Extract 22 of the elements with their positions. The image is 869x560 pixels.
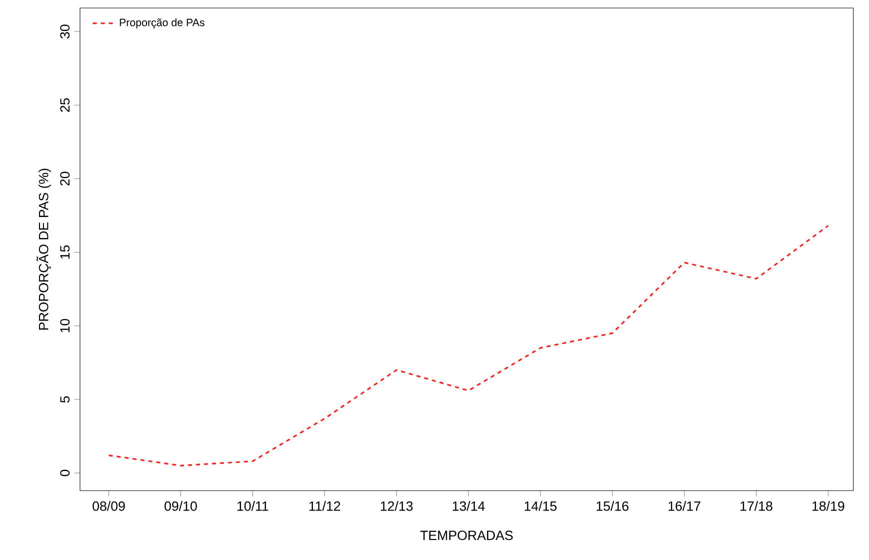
x-tick-label: 13/14 xyxy=(452,501,485,511)
line-series xyxy=(108,224,829,466)
x-tick-label: 17/18 xyxy=(740,501,772,511)
x-axis-title: TEMPORADAS xyxy=(420,530,513,540)
y-tick-label: 20 xyxy=(60,172,70,186)
y-tick-label: 25 xyxy=(60,98,70,112)
x-tick-label: 18/19 xyxy=(812,501,844,511)
x-tick-label: 08/09 xyxy=(92,501,125,511)
x-tick-label: 12/13 xyxy=(380,501,413,511)
x-tick-label: 09/10 xyxy=(164,501,197,511)
y-tick-label: 0 xyxy=(60,470,70,476)
y-tick-label: 30 xyxy=(60,24,70,38)
legend-label: Proporção de PAs xyxy=(120,18,204,28)
y-axis-title: PROPORÇÃO DE PAS (%) xyxy=(36,168,52,330)
x-tick-label: 10/11 xyxy=(237,501,268,511)
x-tick-label: 11/12 xyxy=(309,501,340,511)
y-tick-label: 15 xyxy=(60,245,70,259)
x-tick-label: 16/17 xyxy=(668,501,700,511)
x-tick-label: 15/16 xyxy=(596,501,628,511)
x-tick-label: 14/15 xyxy=(524,501,557,511)
y-tick-label: 5 xyxy=(60,396,70,403)
y-tick-label: 10 xyxy=(60,318,70,332)
